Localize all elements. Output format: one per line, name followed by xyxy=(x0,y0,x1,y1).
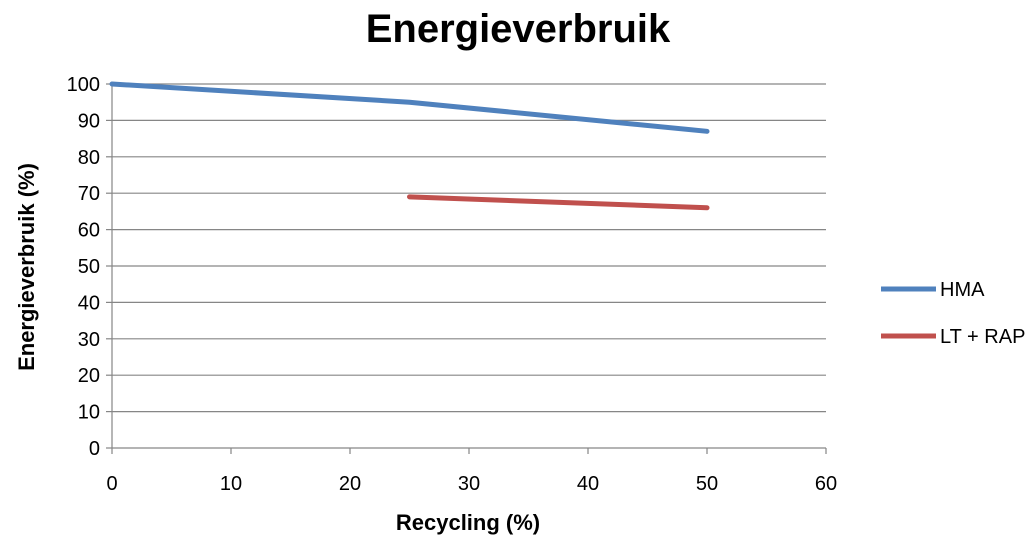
y-tick-label: 0 xyxy=(89,438,100,460)
legend-label-hma: HMA xyxy=(940,279,985,301)
axes xyxy=(106,83,827,454)
x-tick-label: 30 xyxy=(458,473,480,495)
legend-label-lt-rap: LT + RAP xyxy=(940,326,1025,348)
x-tick-label: 10 xyxy=(220,473,242,495)
x-tick-label: 40 xyxy=(577,473,599,495)
y-tick-label: 70 xyxy=(78,183,100,205)
y-axis-label: Energieverbruik (%) xyxy=(14,163,39,371)
y-tick-label: 90 xyxy=(78,110,100,132)
y-tick-label: 40 xyxy=(78,292,100,314)
x-tick-label: 0 xyxy=(106,473,117,495)
chart-title: Energieverbruik xyxy=(366,7,671,51)
x-tick-label: 20 xyxy=(339,473,361,495)
x-axis-label: Recycling (%) xyxy=(396,510,540,535)
y-tick-label: 100 xyxy=(67,74,100,96)
x-tick-label: 50 xyxy=(696,473,718,495)
y-tick-label: 80 xyxy=(78,147,100,169)
y-tick-label: 60 xyxy=(78,220,100,242)
y-tick-label: 30 xyxy=(78,329,100,351)
series-lines xyxy=(109,81,710,211)
grid-lines xyxy=(112,83,826,413)
y-tick-label: 20 xyxy=(78,365,100,387)
y-tick-label: 50 xyxy=(78,256,100,278)
x-tick-labels: 0 10 20 30 40 50 60 xyxy=(106,473,837,495)
y-tick-labels: 0 10 20 30 40 50 60 70 80 90 100 xyxy=(67,74,100,460)
x-tick-label: 60 xyxy=(815,473,837,495)
legend: HMA LT + RAP xyxy=(881,279,1025,348)
series-line-lt-rap xyxy=(407,194,710,211)
series-line-hma xyxy=(109,81,710,134)
y-tick-label: 10 xyxy=(78,402,100,424)
